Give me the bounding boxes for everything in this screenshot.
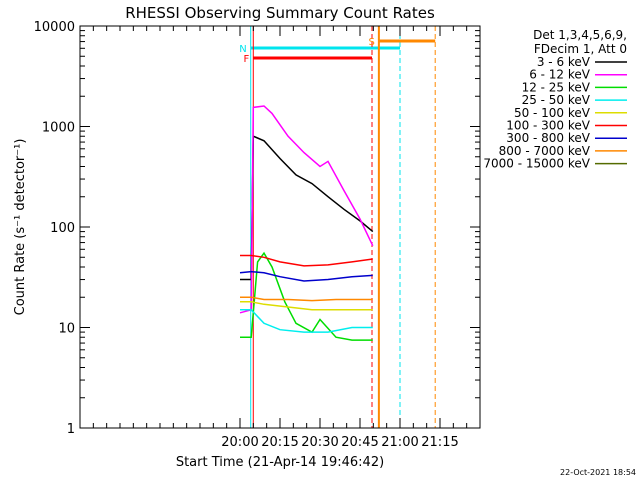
series-line-3 bbox=[240, 309, 373, 333]
x-tick-label: 21:15 bbox=[421, 435, 458, 450]
flag-label-F: F bbox=[244, 54, 250, 65]
y-tick-label: 10000 bbox=[34, 20, 75, 35]
legend-label: 100 - 300 keV bbox=[506, 119, 590, 133]
flag-label-S: S bbox=[369, 37, 375, 48]
series-line-4 bbox=[240, 301, 373, 311]
x-tick-label: 20:45 bbox=[341, 435, 378, 450]
timestamp: 22-Oct-2021 18:54 bbox=[560, 468, 636, 477]
legend-label: 7000 - 15000 keV bbox=[483, 157, 590, 171]
y-axis: 1 10 100 1000 10000 bbox=[34, 20, 480, 437]
series-layer bbox=[239, 105, 374, 341]
series-line-5 bbox=[240, 254, 373, 267]
y-tick-label: 100 bbox=[50, 221, 75, 236]
y-tick-label: 1000 bbox=[42, 121, 75, 136]
legend-label: 6 - 12 keV bbox=[529, 68, 591, 82]
legend-header-decimation: FDecim 1, Att 0 bbox=[534, 42, 627, 56]
legend: Det 1,3,4,5,6,9, FDecim 1, Att 0 3 - 6 k… bbox=[483, 28, 627, 171]
legend-label: 3 - 6 keV bbox=[537, 55, 591, 69]
x-tick-label: 20:15 bbox=[261, 435, 298, 450]
chart-title: RHESSI Observing Summary Count Rates bbox=[125, 4, 435, 22]
x-tick-label: 21:00 bbox=[381, 435, 418, 450]
legend-label: 50 - 100 keV bbox=[514, 106, 591, 120]
legend-label: 800 - 7000 keV bbox=[499, 144, 591, 158]
x-axis: 20:00 20:15 20:30 20:45 21:00 21:15 bbox=[79, 26, 481, 450]
plot-area: NF S 20:00 20:15 20:30 20:45 21:00 21:15 1 10 10… bbox=[34, 20, 481, 450]
x-axis-label: Start Time (21-Apr-14 19:46:42) bbox=[176, 455, 384, 470]
legend-label: 25 - 50 keV bbox=[522, 93, 591, 107]
legend-label: 300 - 800 keV bbox=[506, 131, 590, 145]
flag-label-N: N bbox=[239, 44, 246, 55]
series-line-1 bbox=[239, 105, 374, 314]
overlay-bars: NF S bbox=[239, 26, 436, 428]
x-tick-label: 20:30 bbox=[301, 435, 338, 450]
series-line-7 bbox=[240, 296, 373, 302]
x-tick-label: 20:00 bbox=[221, 435, 258, 450]
series-line-6 bbox=[239, 270, 373, 282]
y-axis-label: Count Rate (s⁻¹ detector⁻¹) bbox=[13, 139, 28, 316]
legend-label: 12 - 25 keV bbox=[522, 80, 591, 94]
legend-header-detectors: Det 1,3,4,5,6,9, bbox=[533, 28, 627, 42]
series-line-2 bbox=[240, 251, 373, 341]
y-tick-label: 10 bbox=[58, 322, 75, 337]
y-tick-label: 1 bbox=[67, 422, 75, 437]
